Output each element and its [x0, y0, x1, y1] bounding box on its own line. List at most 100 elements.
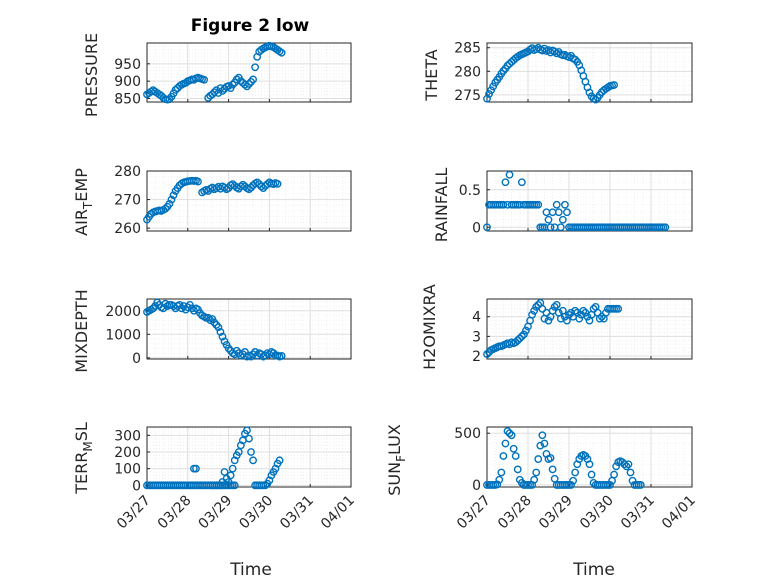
- data-point-h2omixra: [550, 302, 559, 311]
- data-point-terr_msl: [226, 471, 235, 480]
- data-point-h2omixra: [538, 304, 547, 313]
- data-point-sun_flux: [628, 476, 637, 485]
- data-point-mixdepth: [216, 328, 225, 336]
- data-point-h2omixra: [597, 312, 606, 321]
- data-point-sun_flux: [540, 439, 549, 448]
- data-point-air_temp: [245, 185, 253, 194]
- data-point-terr_msl: [249, 456, 257, 465]
- data-point-rainfall: [483, 223, 491, 232]
- ytick-label: 200: [114, 445, 141, 461]
- data-point-mixdepth: [277, 352, 286, 360]
- ytick-label: 4: [472, 310, 481, 326]
- data-point-pressure: [232, 75, 241, 84]
- data-point-pressure: [228, 80, 237, 89]
- xlabel-left: Time: [229, 560, 272, 580]
- data-point-terr_msl: [208, 481, 217, 490]
- ylabel-h2omixra: H2OMIXRA: [420, 284, 439, 370]
- data-point-terr_msl: [245, 434, 253, 443]
- data-point-h2omixra: [520, 330, 528, 339]
- data-point-pressure: [224, 82, 233, 90]
- data-point-sun_flux: [567, 481, 575, 489]
- ytick-label: 0: [472, 220, 481, 236]
- axes-layer: 85090095027528028526027028000.5010002000…: [105, 41, 698, 533]
- data-point-sun_flux: [548, 465, 557, 474]
- data-point-sun_flux: [495, 475, 504, 484]
- ytick-label: 900: [114, 74, 141, 90]
- data-point-mixdepth: [214, 323, 223, 332]
- data-point-h2omixra: [530, 306, 539, 315]
- data-point-terr_msl: [212, 481, 221, 490]
- data-point-air_temp: [165, 199, 174, 208]
- ytick-label: 100: [114, 462, 141, 478]
- data-point-sun_flux: [503, 427, 512, 436]
- data-point-mixdepth: [218, 332, 227, 341]
- data-point-h2omixra: [552, 301, 561, 309]
- data-point-sun_flux: [546, 454, 555, 462]
- data-point-terr_msl: [228, 464, 237, 473]
- ytick-label: 500: [454, 426, 481, 442]
- data-point-sun_flux: [493, 480, 502, 489]
- ylabel-air-temp-part-a: AIR: [72, 209, 91, 236]
- ytick-label: 285: [454, 41, 481, 57]
- data-point-terr_msl: [247, 448, 255, 456]
- ytick-label: 260: [114, 221, 141, 237]
- ylabel-terr-msl: TERRMSL: [72, 422, 95, 495]
- subplot-h2omixra: 2 3 4: [472, 298, 693, 365]
- data-point-air_temp: [247, 183, 255, 192]
- data-point-h2omixra: [534, 301, 543, 309]
- ytick-label: 300: [114, 428, 141, 444]
- data-point-sun_flux: [499, 452, 508, 460]
- ylabel-rainfall: RAINFALL: [432, 168, 451, 243]
- data-point-rainfall: [563, 208, 571, 217]
- axes-box-rainfall: [486, 170, 693, 232]
- ytick-label: 2: [472, 349, 481, 365]
- data-point-sun_flux: [509, 444, 518, 453]
- data-point-h2omixra: [515, 334, 524, 343]
- data-point-theta: [483, 94, 491, 103]
- data-point-pressure: [171, 85, 180, 94]
- data-point-terr_msl: [261, 481, 270, 490]
- data-point-sun_flux: [622, 462, 631, 471]
- data-point-theta: [610, 81, 618, 89]
- axes-frame-sun_flux: [486, 426, 693, 488]
- ylabel-sun-subscript: F: [394, 455, 408, 462]
- ylabel-sun-flux: SUNFLUX: [385, 424, 408, 496]
- data-point-sun_flux: [513, 465, 522, 474]
- data-point-sun_flux: [626, 468, 635, 477]
- data-point-sun_flux: [569, 476, 577, 485]
- ytick-label: 280: [454, 64, 481, 80]
- data-point-theta: [485, 90, 493, 98]
- ytick-label: 3: [472, 329, 481, 345]
- data-point-rainfall: [544, 215, 553, 224]
- data-point-sun_flux: [505, 429, 514, 438]
- data-point-air_temp: [161, 204, 170, 213]
- data-point-theta: [585, 88, 594, 97]
- ytick-label: 0: [132, 351, 141, 367]
- data-point-rainfall: [501, 178, 510, 187]
- ytick-label: 850: [114, 92, 141, 108]
- ylabel-terr-subscript: M: [81, 441, 95, 451]
- ylabel-air-temp: AIRTEMP: [72, 168, 95, 236]
- ylabel-mixdepth: MIXDEPTH: [72, 289, 91, 372]
- data-point-h2omixra: [579, 306, 588, 315]
- ylabel-terr-part-b: SL: [72, 422, 91, 441]
- data-point-terr_msl: [220, 468, 229, 476]
- data-point-h2omixra: [583, 312, 592, 321]
- data-point-rainfall: [517, 178, 526, 187]
- ytick-label: 2000: [105, 304, 141, 320]
- data-point-sun_flux: [624, 460, 633, 469]
- data-point-air_temp: [273, 179, 282, 188]
- data-point-h2omixra: [595, 314, 604, 323]
- ylabel-sun-part-b: LUX: [385, 424, 404, 455]
- ylabel-theta: THETA: [422, 49, 441, 101]
- axes-frame-h2omixra: [486, 298, 693, 360]
- data-point-theta: [550, 47, 559, 56]
- ylabel-pressure: PRESSURE: [82, 33, 101, 117]
- data-point-terr_msl: [234, 448, 243, 456]
- ytick-label: 275: [454, 88, 481, 104]
- subplot-theta: 275 280 285: [454, 41, 693, 104]
- data-point-pressure: [249, 75, 257, 84]
- data-point-h2omixra: [511, 338, 520, 347]
- data-point-rainfall: [534, 200, 543, 209]
